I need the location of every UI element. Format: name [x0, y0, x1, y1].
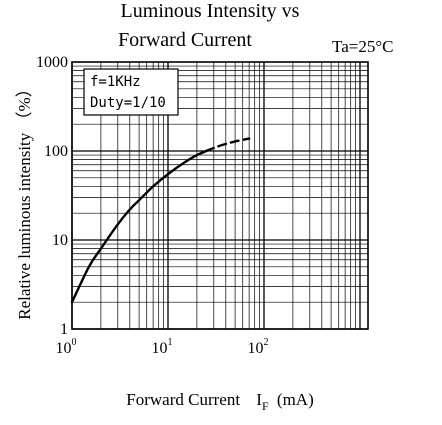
y-tick-label-3: 1000	[36, 54, 68, 71]
x-tick-exponent-2: 2	[264, 337, 269, 348]
x-tick-base-2: 10	[248, 340, 264, 357]
x-axis-label-main: Forward Current	[126, 390, 240, 409]
x-tick-label-2: 102	[248, 337, 269, 357]
annotation-box: f=1KHz Duty=1/10	[83, 68, 179, 116]
x-tick-label-1: 101	[152, 337, 173, 357]
x-tick-exponent-0: 0	[72, 337, 77, 348]
x-axis-label: Forward Current IF (mA)	[126, 390, 313, 414]
chart-title-line2: Forward Current	[118, 29, 252, 51]
x-tick-labels: 100 101 102	[56, 337, 269, 357]
x-tick-label-0: 100	[56, 337, 77, 357]
annotation-line-1: f=1KHz	[90, 74, 141, 90]
series-line-1-dashed	[205, 137, 251, 153]
y-tick-label-1: 10	[52, 232, 68, 249]
condition-label: Ta=25°C	[332, 37, 393, 56]
x-axis-label-unit: (mA)	[277, 390, 314, 409]
y-tick-labels: 1 10 100 1000	[36, 54, 68, 338]
x-tick-exponent-1: 1	[168, 337, 173, 348]
series-line-0-solid	[70, 149, 208, 304]
y-axis-label: Relative luminous intensity （%）	[15, 80, 34, 319]
x-axis-label-symbol: I	[256, 390, 262, 409]
x-tick-base-1: 10	[152, 340, 168, 357]
chart-title-line1: Luminous Intensity vs	[121, 0, 300, 22]
annotation-frame	[83, 68, 179, 116]
y-tick-label-2: 100	[44, 143, 68, 160]
annotation-line-2: Duty=1/10	[90, 95, 166, 111]
x-axis-label-subscript: F	[262, 399, 269, 413]
plot-frame	[71, 61, 369, 330]
series	[70, 137, 251, 304]
y-tick-label-0: 1	[60, 321, 68, 338]
x-tick-base-0: 10	[56, 340, 72, 357]
